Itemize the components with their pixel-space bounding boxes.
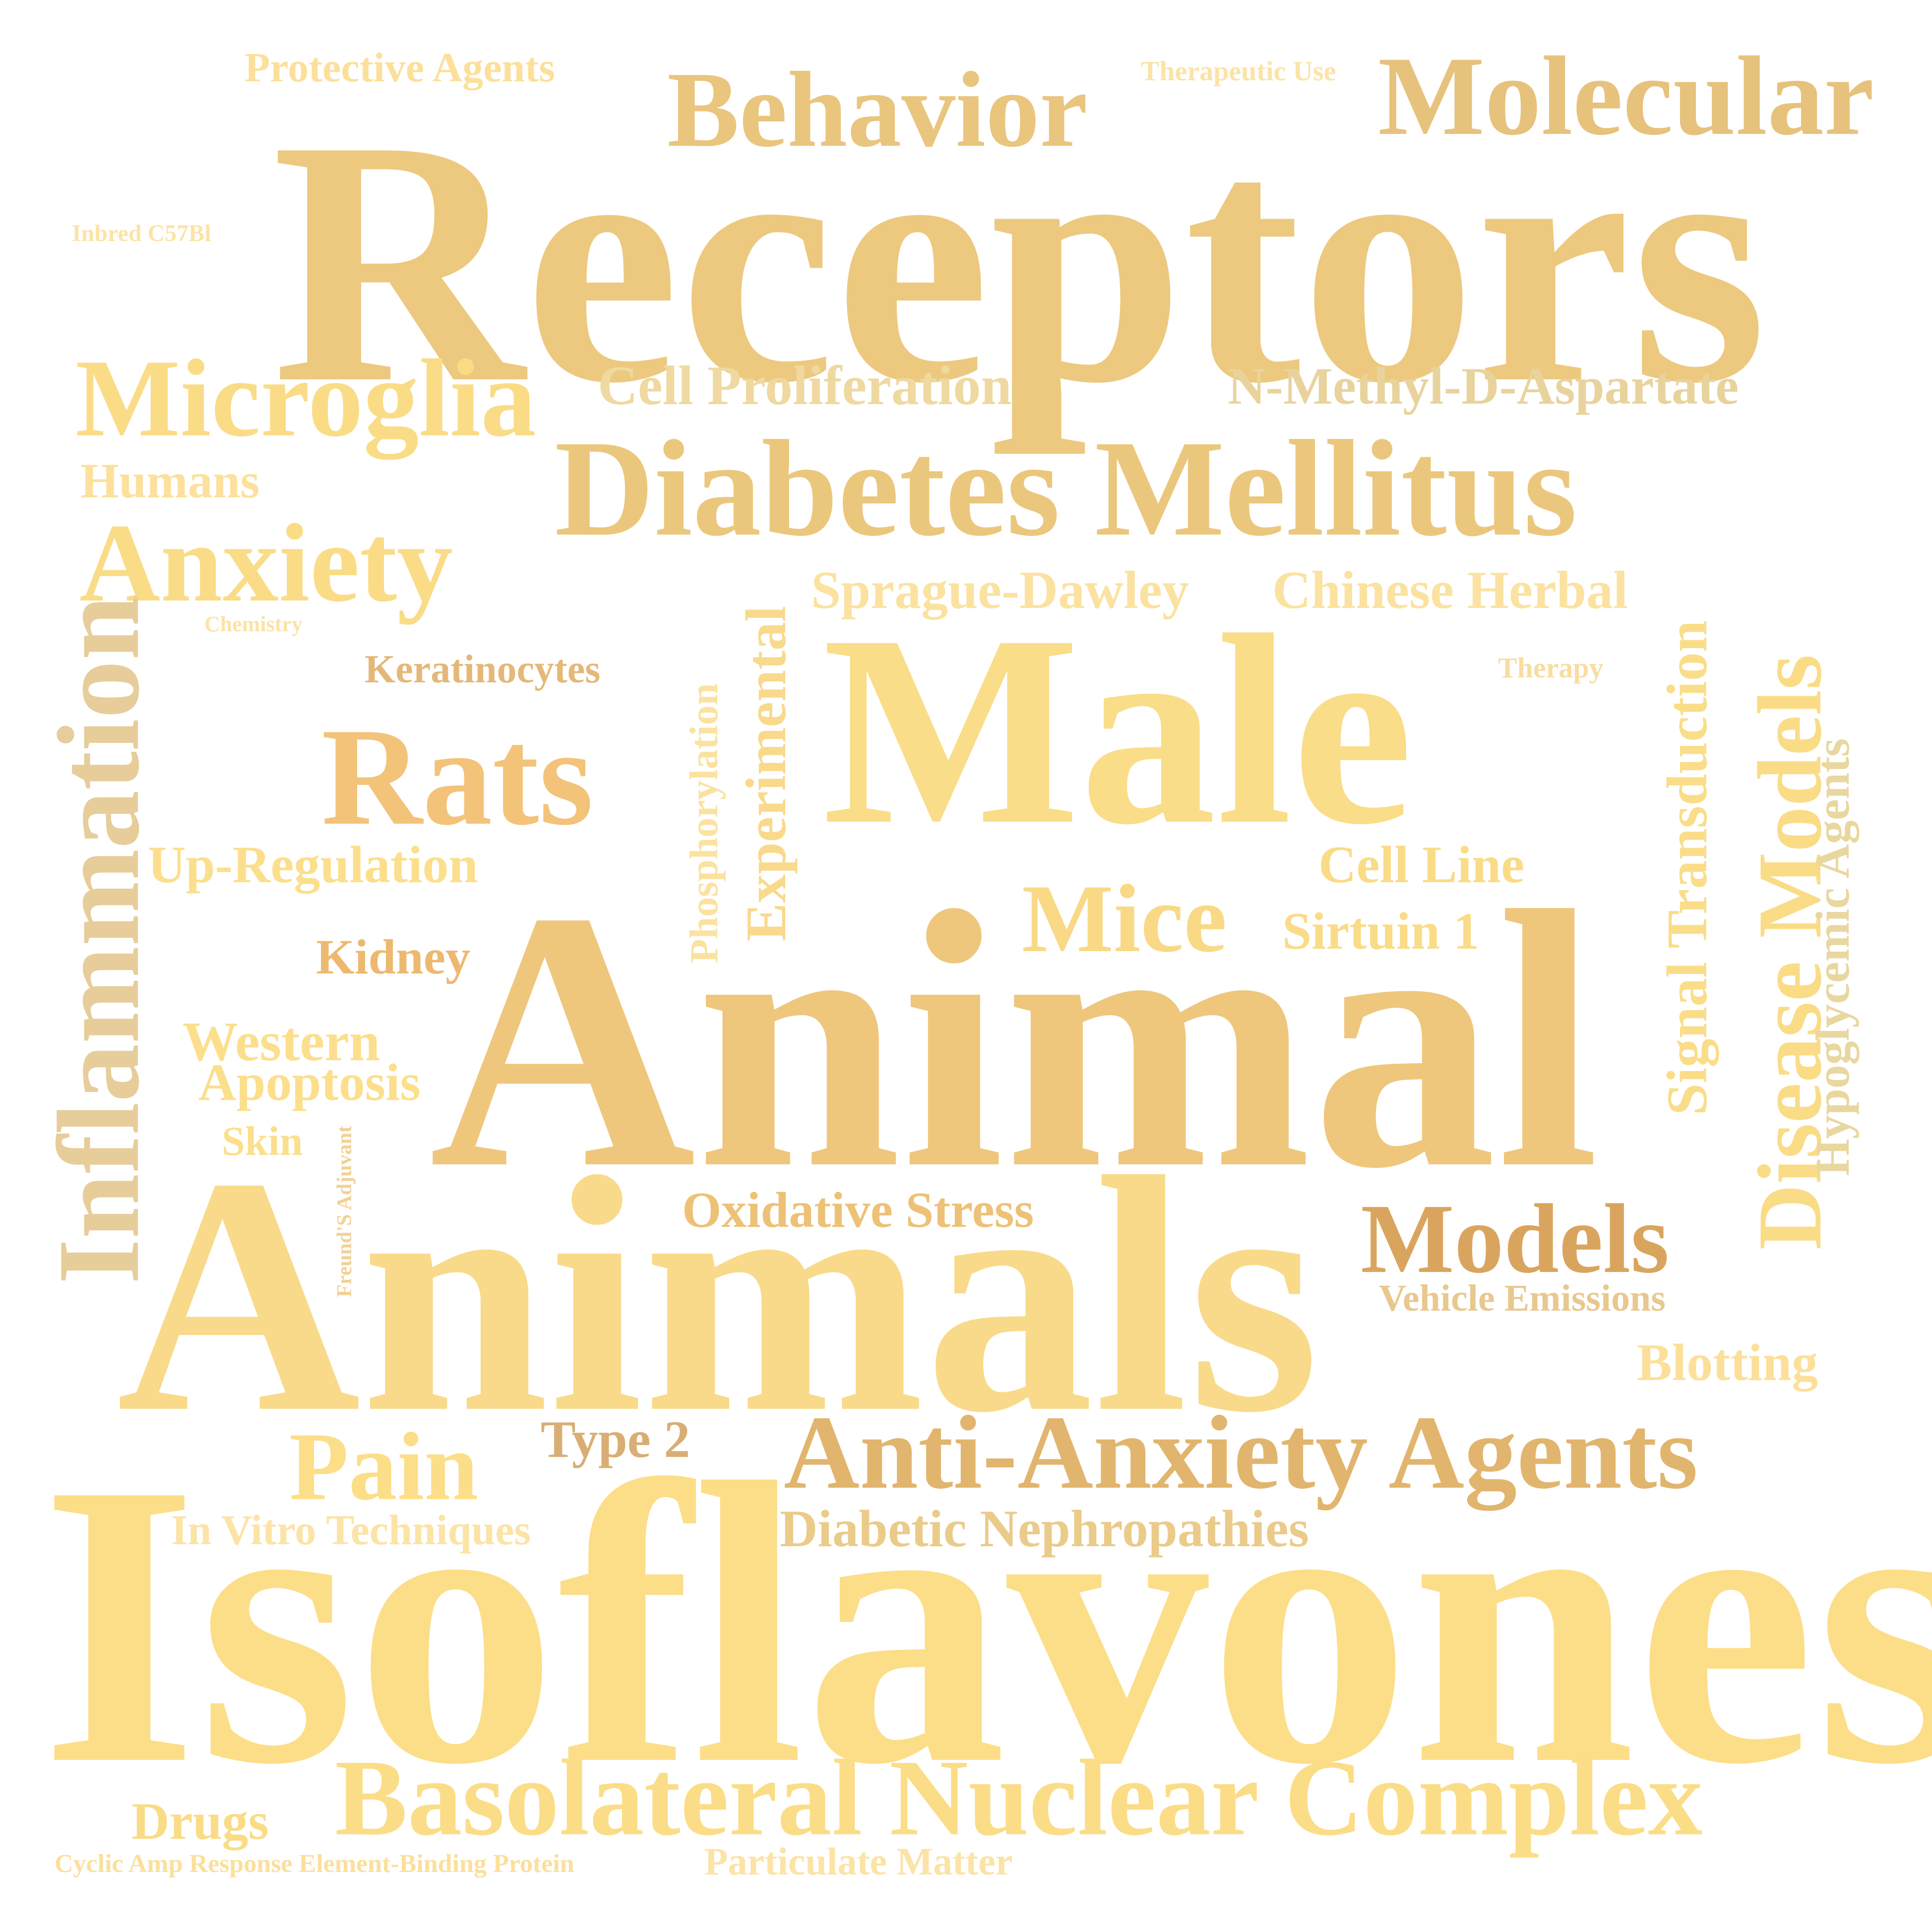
- word-apoptosis: Apoptosis: [198, 1053, 421, 1111]
- word-cell-line: Cell Line: [1318, 836, 1525, 894]
- word-molecular: Molecular: [1378, 34, 1874, 159]
- word-anxiety: Anxiety: [79, 501, 453, 625]
- word-phosphorylation: Phosphorylation: [683, 683, 726, 964]
- word-therapeutic-use: Therapeutic Use: [1141, 56, 1336, 87]
- word-in-vitro-techniques: In Vitro Techniques: [171, 1506, 531, 1554]
- word-vehicle-emissions: Vehicle Emissions: [1379, 1277, 1666, 1319]
- word-keratinocytes: Keratinocytes: [365, 648, 601, 691]
- word-skin: Skin: [222, 1118, 303, 1164]
- word-cyclic-amp: Cyclic Amp Response Element-Binding Prot…: [55, 1850, 574, 1878]
- word-models: Models: [1361, 1184, 1670, 1294]
- word-mice: Mice: [1022, 865, 1227, 972]
- word-drugs: Drugs: [131, 1792, 269, 1850]
- word-sirtuin-1: Sirtuin 1: [1282, 902, 1480, 960]
- word-therapy: Therapy: [1498, 652, 1604, 684]
- word-isoflavones: Isoflavones: [41, 1400, 1932, 1848]
- word-pain: Pain: [289, 1413, 479, 1520]
- word-rats: Rats: [321, 699, 594, 854]
- word-type-2: Type 2: [541, 1410, 690, 1468]
- word-chinese-herbal: Chinese Herbal: [1272, 561, 1628, 620]
- word-diabetes-mellitus: Diabetes Mellitus: [555, 412, 1577, 565]
- word-inflammation: Inflammation: [34, 595, 164, 1284]
- word-up-regulation: Up-Regulation: [148, 836, 478, 894]
- word-experimental: Experimental: [735, 605, 798, 942]
- word-hypoglycemic-agents: Hypoglycemic Agents: [1806, 738, 1859, 1176]
- word-behavior: Behavior: [667, 50, 1088, 170]
- word-receptors: Receptors: [272, 68, 1767, 455]
- word-n-methyl-d-aspartate: N-Methyl-D-Aspartate: [1228, 357, 1739, 415]
- word-inbred-c57bl: Inbred C57Bl: [72, 220, 211, 246]
- word-chemistry: Chemistry: [204, 612, 303, 636]
- word-blotting: Blotting: [1637, 1333, 1818, 1391]
- word-basolateral-nuclear-complex: Basolateral Nuclear Complex: [335, 1737, 1703, 1858]
- word-protective-agents: Protective Agents: [245, 45, 555, 91]
- word-male: Male: [822, 579, 1414, 881]
- word-signal-transduction: Signal Transduction: [1656, 620, 1719, 1116]
- word-sprague-dawley: Sprague-Dawley: [811, 561, 1189, 620]
- word-freunds-adjuvant: Freund'S Adjuvant: [333, 1126, 356, 1297]
- word-particulate-matter: Particulate Matter: [704, 1840, 1013, 1883]
- word-cell-proliferation: Cell Proliferation: [598, 355, 1012, 417]
- word-kidney: Kidney: [316, 929, 471, 984]
- word-diabetic-nephropathies: Diabetic Nephropathies: [780, 1500, 1309, 1558]
- word-animal: Animal: [429, 836, 1600, 1245]
- word-microglia: Microglia: [75, 337, 536, 460]
- word-animals: Animals: [117, 1107, 1320, 1482]
- word-humans: Humans: [80, 453, 260, 508]
- word-oxidative-stress: Oxidative Stress: [682, 1182, 1034, 1238]
- word-anti-anxiety-agents: Anti-Anxiety Agents: [784, 1394, 1698, 1510]
- word-western: Western: [183, 1011, 380, 1073]
